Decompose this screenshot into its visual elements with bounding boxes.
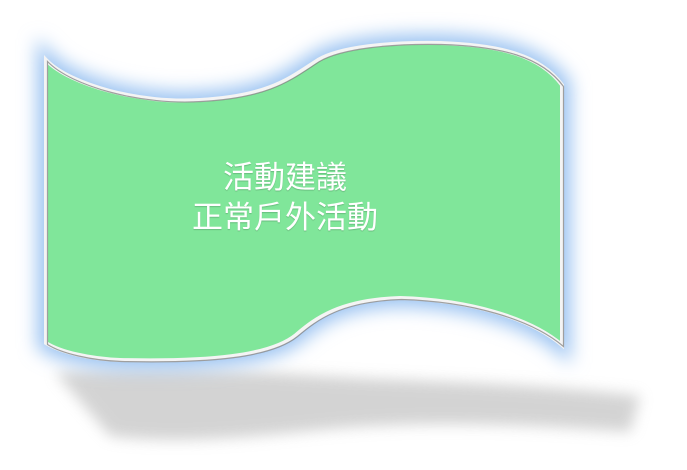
banner-bevel bbox=[46, 43, 565, 363]
banner-text: 活動建議 正常戶外活動 bbox=[130, 158, 440, 238]
activity-heading: 活動建議 bbox=[223, 160, 347, 196]
banner-body bbox=[44, 40, 564, 363]
activity-recommendation: 正常戶外活動 bbox=[192, 200, 378, 236]
banner-floor-shadow bbox=[55, 369, 640, 440]
